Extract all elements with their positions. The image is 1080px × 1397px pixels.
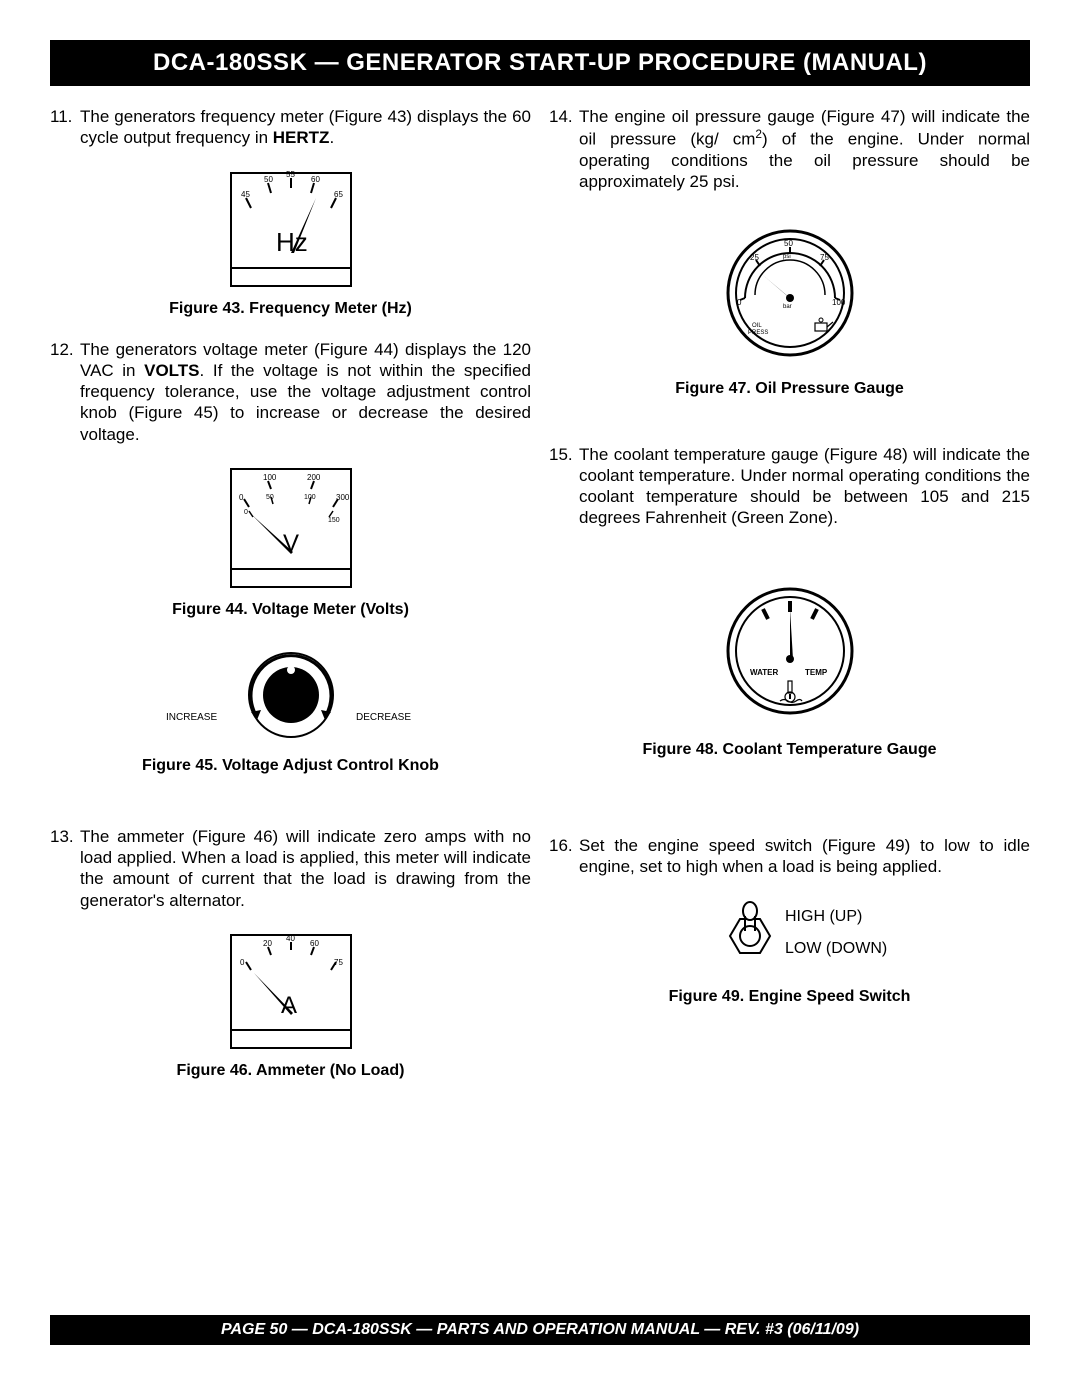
svg-text:40: 40 [286, 934, 295, 943]
svg-text:0: 0 [244, 509, 248, 516]
step-11: 11. The generators frequency meter (Figu… [50, 106, 531, 149]
step-number: 16. [549, 835, 579, 878]
figure-caption: Figure 48. Coolant Temperature Gauge [549, 740, 1030, 760]
svg-text:INCREASE: INCREASE [166, 712, 217, 723]
step-number: 11. [50, 106, 80, 149]
page-title-bar: DCA-180SSK — GENERATOR START-UP PROCEDUR… [50, 40, 1030, 86]
voltage-knob-diagram: INCREASE DECREASE [161, 640, 421, 750]
svg-text:100: 100 [304, 494, 316, 501]
figure-48: WATER TEMP Figure 48. Coolant Temperatur… [549, 579, 1030, 760]
svg-text:300: 300 [336, 493, 350, 502]
svg-text:200: 200 [307, 473, 321, 482]
step-14: 14. The engine oil pressure gauge (Figur… [549, 106, 1030, 193]
svg-text:0: 0 [240, 958, 245, 967]
figure-caption: Figure 49. Engine Speed Switch [549, 987, 1030, 1007]
right-column: 14. The engine oil pressure gauge (Figur… [549, 106, 1030, 1101]
step-13: 13. The ammeter (Figure 46) will indicat… [50, 826, 531, 911]
svg-text:0: 0 [239, 493, 244, 502]
figure-46: 0 20 40 60 75 A Figure 46. Ammeter (No L… [50, 925, 531, 1081]
svg-text:20: 20 [263, 939, 272, 948]
svg-text:25: 25 [750, 253, 759, 262]
step-text: The ammeter (Figure 46) will indicate ze… [80, 826, 531, 911]
oil-pressure-gauge-diagram: 0 25 50 75 100 psi bar OIL PRESS [710, 223, 870, 373]
step-text: The coolant temperature gauge (Figure 48… [579, 444, 1030, 529]
step-text: The generators frequency meter (Figure 4… [80, 106, 531, 149]
svg-text:TEMP: TEMP [805, 668, 828, 677]
figure-caption: Figure 43. Frequency Meter (Hz) [50, 299, 531, 319]
figure-43: 45 50 55 60 65 Hz Figure 43. Frequency M… [50, 163, 531, 319]
frequency-meter-diagram: 45 50 55 60 65 Hz [216, 163, 366, 293]
svg-text:A: A [281, 992, 297, 1019]
svg-text:65: 65 [334, 190, 343, 199]
svg-text:HIGH (UP): HIGH (UP) [785, 908, 862, 925]
figure-caption: Figure 44. Voltage Meter (Volts) [50, 600, 531, 620]
content-columns: 11. The generators frequency meter (Figu… [50, 106, 1030, 1101]
svg-text:150: 150 [328, 517, 340, 524]
svg-text:LOW (DOWN): LOW (DOWN) [785, 940, 887, 957]
figure-45: INCREASE DECREASE Figure 45. Voltage Adj… [50, 640, 531, 776]
figure-caption: Figure 45. Voltage Adjust Control Knob [50, 756, 531, 776]
svg-text:60: 60 [310, 939, 319, 948]
svg-text:50: 50 [784, 239, 793, 248]
svg-text:Hz: Hz [276, 227, 308, 257]
coolant-gauge-diagram: WATER TEMP [710, 579, 870, 734]
left-column: 11. The generators frequency meter (Figu… [50, 106, 531, 1101]
step-number: 15. [549, 444, 579, 529]
page-footer-bar: PAGE 50 — DCA-180SSK — PARTS AND OPERATI… [50, 1315, 1030, 1345]
figure-44: 0 100 200 300 0 50 100 150 V Figur [50, 459, 531, 620]
svg-text:55: 55 [286, 170, 295, 179]
figure-47: 0 25 50 75 100 psi bar OIL PRESS Fig [549, 223, 1030, 399]
svg-text:75: 75 [334, 958, 343, 967]
figure-49: HIGH (UP) LOW (DOWN) Figure 49. Engine S… [549, 891, 1030, 1007]
svg-text:V: V [283, 530, 299, 557]
speed-switch-diagram: HIGH (UP) LOW (DOWN) [660, 891, 920, 981]
svg-text:bar: bar [783, 304, 792, 310]
svg-text:60: 60 [311, 175, 320, 184]
voltage-meter-diagram: 0 100 200 300 0 50 100 150 V [211, 459, 371, 594]
figure-caption: Figure 46. Ammeter (No Load) [50, 1061, 531, 1081]
step-text: The engine oil pressure gauge (Figure 47… [579, 106, 1030, 193]
step-16: 16. Set the engine speed switch (Figure … [549, 835, 1030, 878]
svg-text:100: 100 [832, 298, 846, 307]
svg-text:PRESS: PRESS [748, 330, 768, 336]
step-number: 13. [50, 826, 80, 911]
svg-text:45: 45 [241, 190, 250, 199]
page-title: DCA-180SSK — GENERATOR START-UP PROCEDUR… [153, 49, 927, 76]
figure-caption: Figure 47. Oil Pressure Gauge [549, 379, 1030, 399]
step-text: The generators voltage meter (Figure 44)… [80, 339, 531, 445]
svg-text:WATER: WATER [750, 668, 779, 677]
svg-text:50: 50 [264, 175, 273, 184]
svg-text:psi: psi [783, 254, 791, 260]
svg-text:0: 0 [737, 298, 742, 307]
step-number: 14. [549, 106, 579, 193]
step-15: 15. The coolant temperature gauge (Figur… [549, 444, 1030, 529]
svg-text:75: 75 [820, 253, 829, 262]
footer-text: PAGE 50 — DCA-180SSK — PARTS AND OPERATI… [221, 1321, 859, 1338]
svg-text:OIL: OIL [752, 323, 762, 329]
step-12: 12. The generators voltage meter (Figure… [50, 339, 531, 445]
step-text: Set the engine speed switch (Figure 49) … [579, 835, 1030, 878]
svg-text:DECREASE: DECREASE [356, 712, 411, 723]
step-number: 12. [50, 339, 80, 445]
ammeter-diagram: 0 20 40 60 75 A [216, 925, 366, 1055]
svg-text:50: 50 [266, 494, 274, 501]
svg-text:100: 100 [263, 473, 277, 482]
